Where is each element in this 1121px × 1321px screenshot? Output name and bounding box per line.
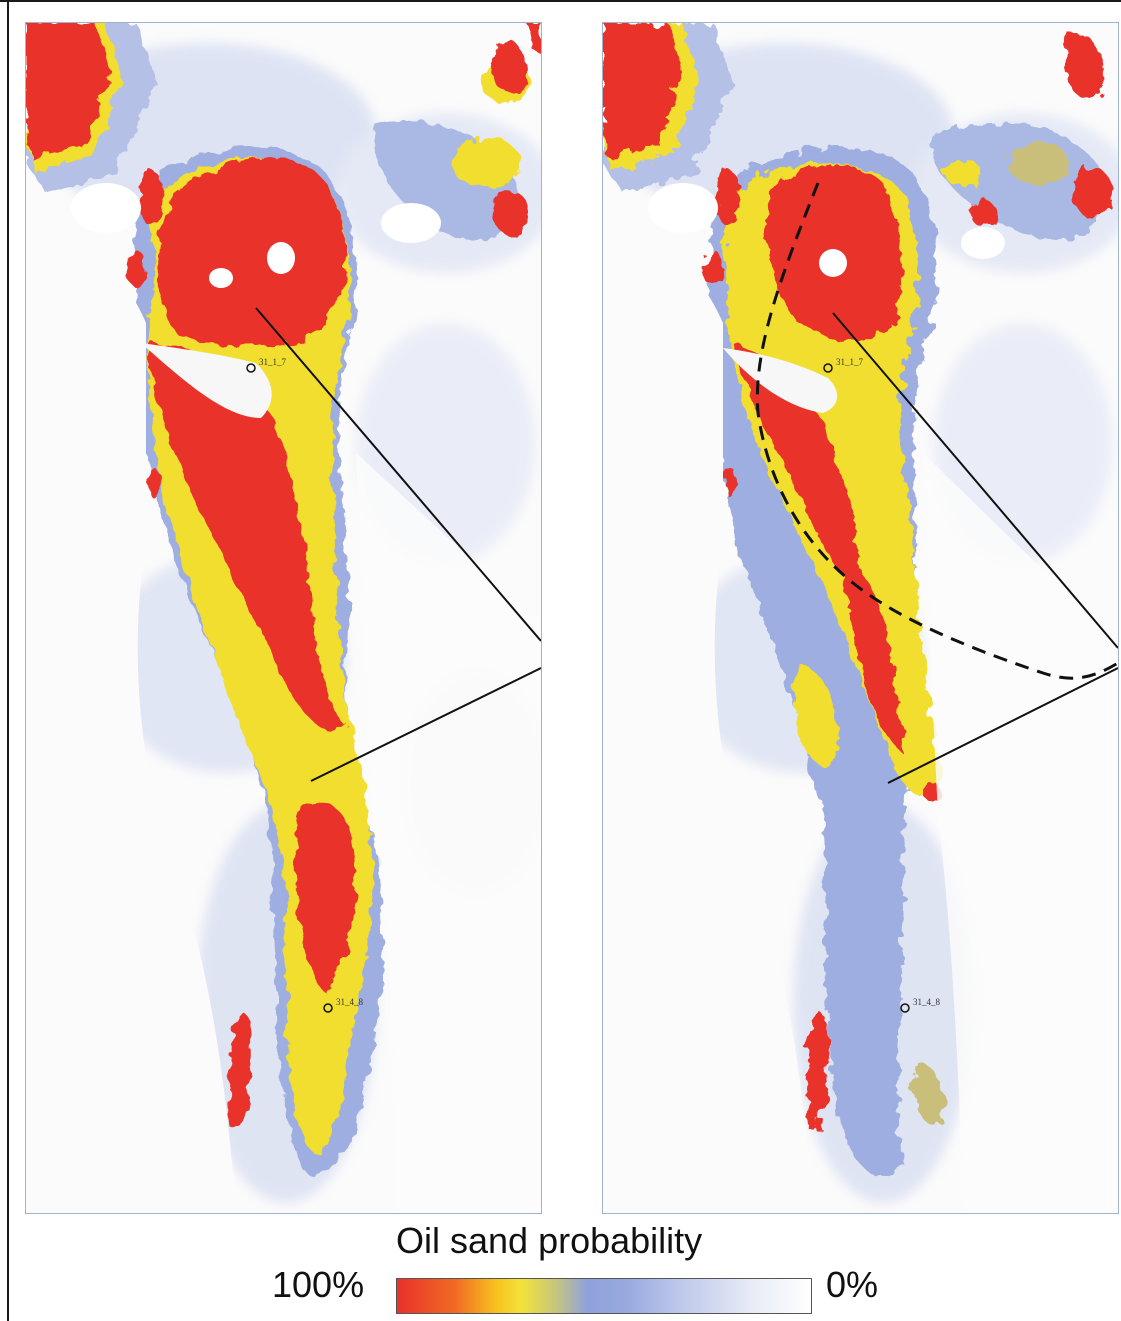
well-marker-icon [900, 1003, 910, 1013]
legend-color-scale [396, 1278, 812, 1314]
well-marker-icon [323, 1003, 333, 1013]
legend-max-label: 100% [272, 1264, 365, 1305]
high-probability-zones [26, 23, 541, 1129]
map-panel-right: 31_1_7 31_4_8 [602, 22, 1119, 1214]
void-areas [26, 183, 541, 1213]
well-label: 31_4_8 [336, 997, 364, 1007]
well-label: 31_1_7 [836, 357, 864, 367]
legend-min-label: 0% [826, 1264, 879, 1305]
map-panel-left: 31_1_7 31_4_8 [25, 22, 542, 1214]
section-lines [832, 312, 1118, 784]
frame-left-border [7, 0, 9, 1321]
well-label: 31_4_8 [913, 997, 941, 1007]
section-lines [255, 307, 541, 782]
frame-top-border [0, 0, 1121, 2]
well-label: 31_1_7 [259, 357, 287, 367]
dashed-boundary-line [755, 182, 1118, 680]
legend-title: Oil sand probability [396, 1220, 703, 1261]
well-31-1-7: 31_1_7 [246, 357, 287, 373]
well-31-4-8: 31_4_8 [323, 997, 364, 1013]
well-marker-icon [823, 363, 833, 373]
probability-map-right: 31_1_7 31_4_8 [603, 23, 1118, 1213]
well-marker-icon [246, 363, 256, 373]
probability-map-left: 31_1_7 31_4_8 [26, 23, 541, 1213]
well-31-4-8: 31_4_8 [900, 997, 941, 1013]
well-31-1-7: 31_1_7 [823, 357, 864, 373]
void-areas [603, 183, 1118, 1213]
